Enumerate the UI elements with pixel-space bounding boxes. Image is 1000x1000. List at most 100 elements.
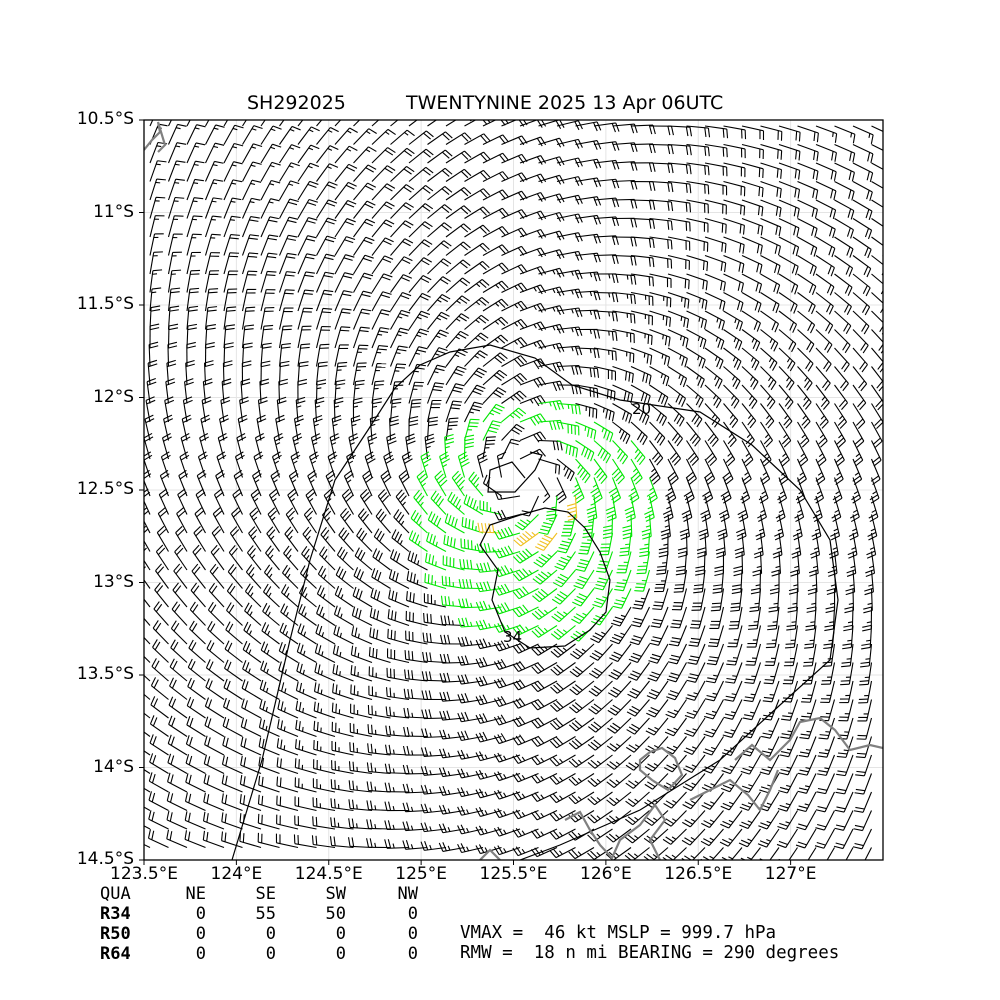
wind-barb — [798, 736, 817, 758]
wind-barb — [741, 310, 761, 332]
y-tick-label: 13°S — [93, 571, 134, 592]
wind-barb — [250, 488, 262, 515]
wind-barb — [241, 698, 262, 719]
y-tick-label: 10.5°S — [76, 109, 134, 129]
wind-barb — [329, 836, 354, 849]
wind-barb — [369, 415, 380, 441]
wind-barb — [184, 378, 194, 404]
wind-barb — [333, 397, 344, 423]
wind-barb — [704, 329, 725, 350]
wind-barb — [538, 399, 565, 411]
wind-barb — [389, 415, 399, 441]
wind-barb — [430, 490, 447, 515]
wind-barb — [199, 432, 210, 460]
wind-barb — [202, 830, 225, 849]
wind-barb — [612, 236, 637, 247]
wind-barb — [630, 143, 656, 154]
wind-barb — [405, 630, 428, 645]
table-cell: 0 — [407, 904, 418, 924]
wind-barb — [545, 495, 558, 520]
wind-barb — [390, 256, 413, 275]
wind-barb — [593, 458, 608, 485]
wind-barb — [704, 310, 726, 331]
wind-barb — [257, 396, 268, 423]
wind-barb — [167, 142, 187, 164]
wind-barb — [667, 236, 691, 251]
wind-barb — [395, 489, 410, 515]
wind-barb — [667, 162, 692, 175]
wind-barb — [167, 233, 183, 256]
wind-barb — [207, 601, 225, 626]
wind-barb — [682, 773, 706, 792]
wind-barb — [307, 469, 318, 497]
wind-barb — [464, 133, 491, 145]
wind-barb — [332, 663, 354, 682]
wind-barb — [658, 532, 669, 558]
wind-barb — [519, 192, 547, 202]
wind-barb — [157, 507, 169, 534]
wind-barb — [246, 545, 262, 571]
wind-barb — [156, 525, 169, 552]
wind-barb — [649, 236, 673, 250]
wind-barb — [686, 254, 709, 272]
wind-barb — [315, 326, 331, 349]
wind-barb — [700, 847, 724, 860]
wind-barb — [723, 329, 743, 351]
wind-barb — [682, 810, 706, 828]
wind-barb — [457, 824, 484, 835]
wind-barb — [538, 230, 565, 241]
wind-barb — [313, 701, 336, 719]
wind-barb — [186, 233, 202, 256]
wind-barb — [572, 588, 595, 607]
wind-barb — [871, 125, 883, 133]
wind-barb — [336, 546, 354, 571]
wind-barb — [612, 254, 637, 266]
wind-barb — [649, 421, 666, 446]
wind-barb — [331, 760, 354, 775]
wind-barb — [144, 731, 151, 737]
wind-barb — [408, 130, 434, 145]
wind-barb — [568, 717, 595, 732]
wind-barb — [331, 415, 342, 441]
wind-barb — [241, 270, 258, 293]
wind-barb — [457, 451, 470, 478]
coastline — [144, 121, 883, 860]
wind-barb — [294, 777, 317, 793]
wind-barb — [349, 742, 373, 756]
wind-barb — [871, 440, 882, 467]
wind-barb — [834, 181, 855, 201]
wind-barb — [241, 252, 259, 275]
wind-barb — [242, 125, 263, 145]
wind-barb — [686, 217, 709, 233]
table-cell: 55 — [255, 904, 276, 924]
wind-barb — [464, 332, 489, 349]
wind-barb — [644, 810, 669, 826]
wind-barb — [427, 347, 448, 367]
wind-barb — [475, 807, 502, 817]
wind-barb — [144, 825, 151, 830]
wind-barb — [723, 199, 746, 216]
wind-barb — [593, 254, 619, 265]
wind-barb — [704, 125, 729, 139]
wind-barb — [197, 451, 208, 478]
table-header-nw: NW — [397, 884, 418, 904]
wind-barb — [834, 292, 852, 315]
wind-barb — [176, 507, 188, 534]
wind-barb — [166, 829, 188, 849]
wind-barb — [334, 218, 356, 238]
wind-barb — [760, 366, 777, 391]
wind-barb — [371, 397, 382, 423]
wind-barb — [664, 717, 687, 737]
wind-barb — [612, 440, 629, 465]
wind-barb — [408, 530, 428, 552]
wind-barb — [741, 384, 758, 410]
wind-barb — [667, 125, 693, 137]
wind-barb — [316, 217, 337, 238]
wind-barb — [208, 582, 225, 608]
table-header-qua: QUA — [100, 884, 131, 904]
wind-barb — [741, 199, 764, 217]
wind-barb — [852, 125, 874, 144]
wind-barb — [608, 477, 622, 504]
wind-barb — [416, 470, 428, 497]
wind-barb — [703, 717, 724, 738]
